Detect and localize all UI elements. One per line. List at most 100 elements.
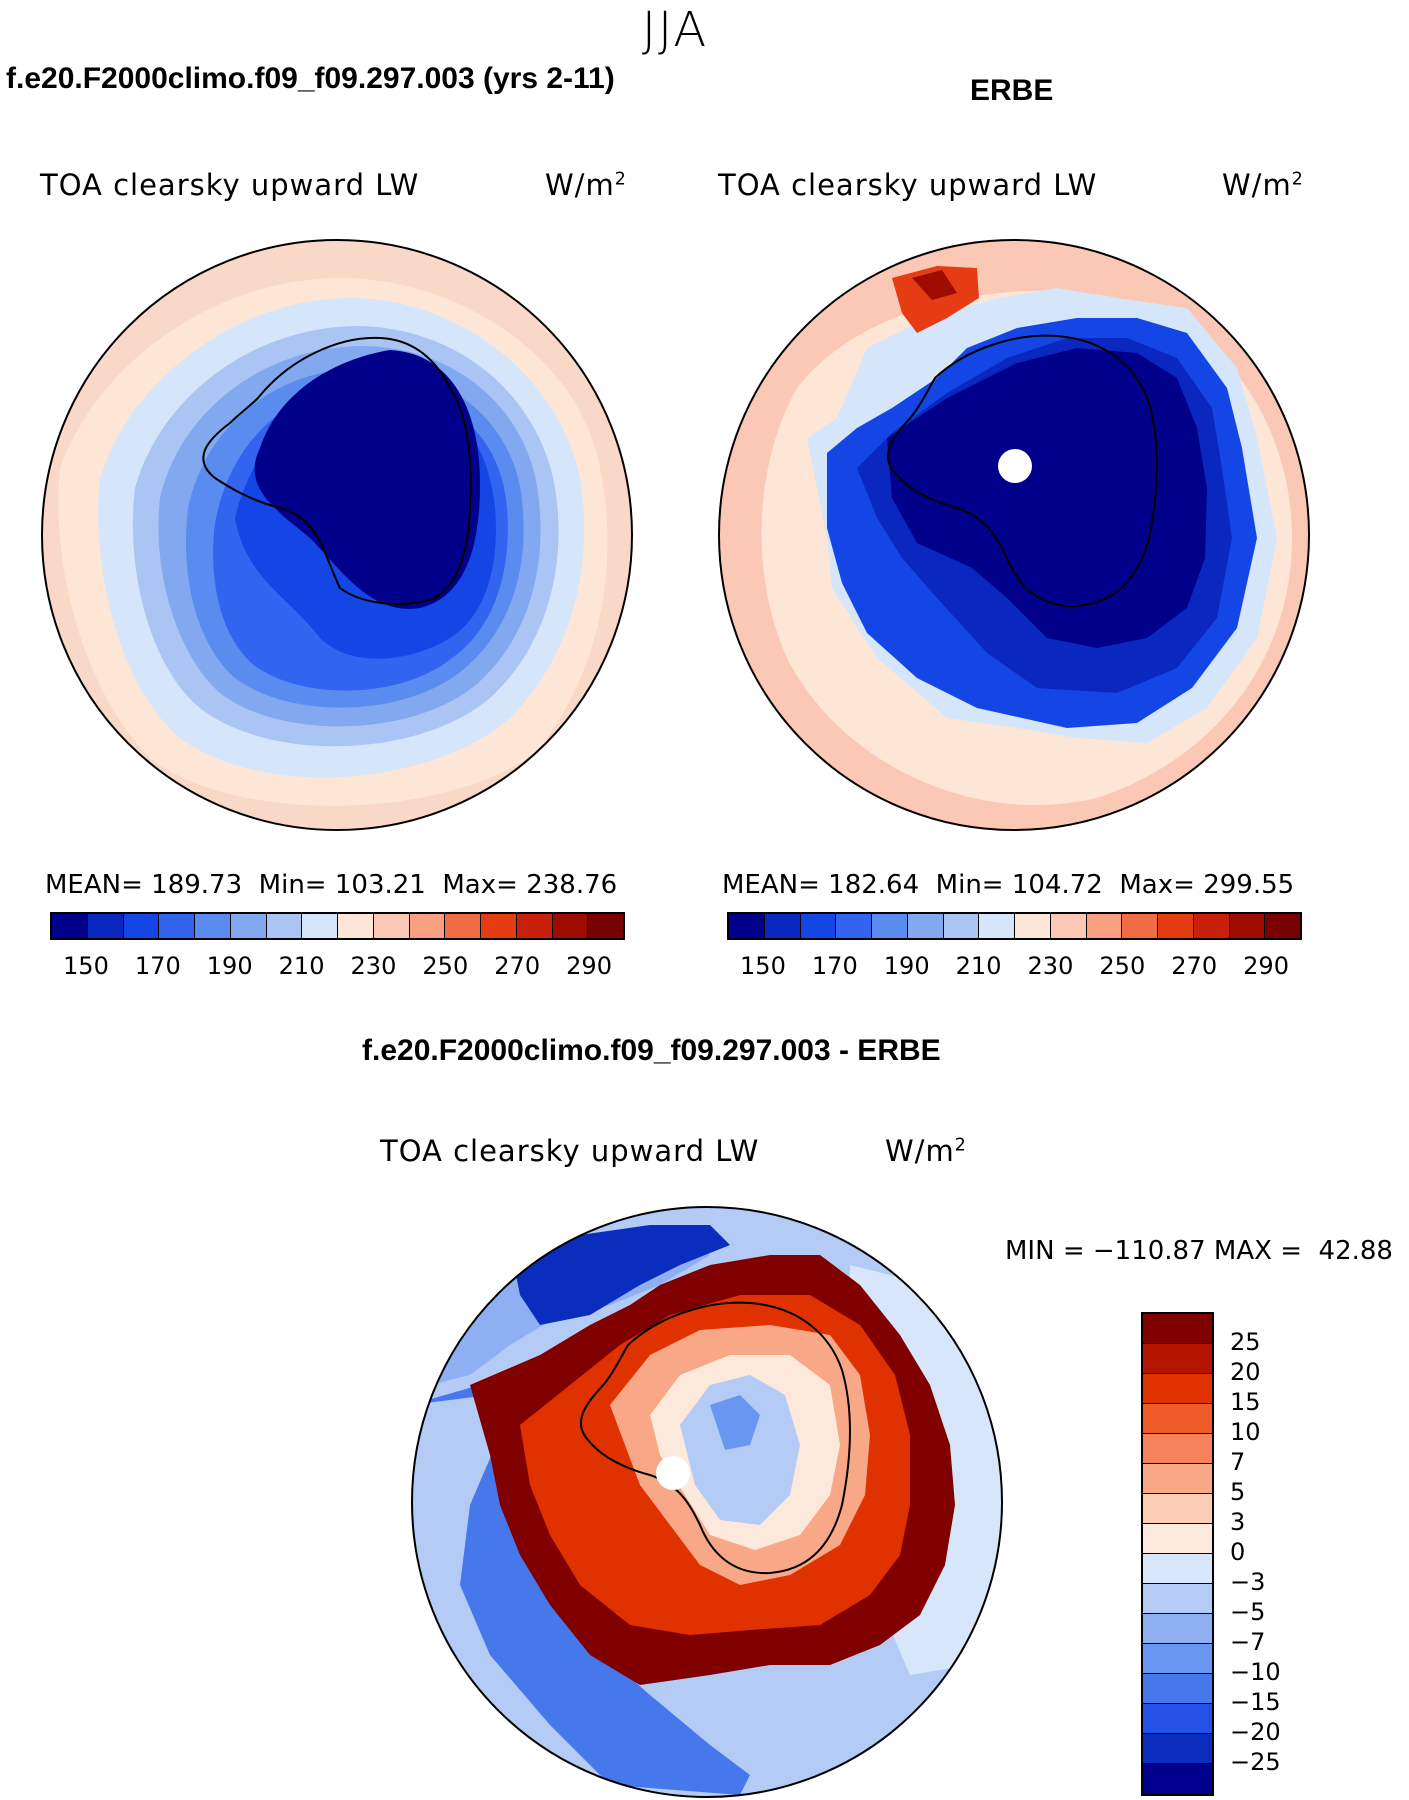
diff-colorbar-swatch bbox=[1143, 1344, 1212, 1374]
obs-mean-value: 182.64 bbox=[828, 870, 920, 900]
obs-polar-map bbox=[718, 239, 1310, 831]
model-colorbar-swatch bbox=[266, 914, 303, 938]
diff-colorbar-swatch bbox=[1143, 1314, 1212, 1344]
obs-colorbar-swatch bbox=[1265, 914, 1300, 938]
diff-polar-map bbox=[411, 1206, 1003, 1798]
diff-band-neg-interior-core bbox=[710, 1395, 760, 1450]
model-colorbar-tick-label: 290 bbox=[566, 952, 612, 980]
diff-colorbar-tick-label: −20 bbox=[1230, 1718, 1281, 1746]
model-colorbar-swatch bbox=[159, 914, 195, 938]
obs-colorbar-swatch bbox=[836, 914, 872, 938]
model-colorbar-swatch bbox=[123, 914, 160, 938]
diff-colorbar-tick-label: 3 bbox=[1230, 1508, 1246, 1536]
diff-colorbar-tick-label: −25 bbox=[1230, 1748, 1281, 1776]
diff-colorbar-swatch bbox=[1143, 1614, 1212, 1644]
model-colorbar bbox=[50, 912, 625, 940]
diff-band-neg-interior bbox=[680, 1375, 800, 1525]
diff-colorbar-tick-label: 7 bbox=[1230, 1448, 1246, 1476]
diff-colorbar-tick-label: 20 bbox=[1230, 1358, 1261, 1386]
obs-units-label: W/m2 bbox=[1222, 168, 1304, 202]
obs-colorbar-tick-label: 190 bbox=[883, 952, 930, 980]
obs-colorbar-swatch bbox=[979, 914, 1015, 938]
model-units-label: W/m2 bbox=[545, 168, 627, 202]
model-colorbar-swatch bbox=[302, 914, 338, 938]
obs-colorbar-swatch bbox=[1193, 914, 1230, 938]
obs-colorbar-tick-label: 150 bbox=[740, 952, 786, 980]
model-colorbar-swatch bbox=[552, 914, 589, 938]
diff-variable-label: TOA clearsky upward LW bbox=[380, 1134, 760, 1168]
model-variable-label: TOA clearsky upward LW bbox=[40, 168, 420, 202]
diff-colorbar-swatch bbox=[1143, 1584, 1212, 1614]
model-coastline bbox=[202, 336, 472, 606]
model-polar-map bbox=[41, 239, 633, 831]
diff-min-value: −110.87 bbox=[1092, 1236, 1206, 1266]
diff-colorbar-tick-label: 10 bbox=[1230, 1418, 1261, 1446]
model-colorbar-tick-label: 170 bbox=[134, 952, 181, 980]
obs-variable-label: TOA clearsky upward LW bbox=[718, 168, 1098, 202]
model-colorbar-tick-label: 190 bbox=[206, 952, 253, 980]
diff-colorbar-swatch bbox=[1143, 1524, 1212, 1554]
diff-colorbar-tick-label: 25 bbox=[1230, 1328, 1261, 1356]
diff-colorbar-tick-label: −7 bbox=[1230, 1628, 1266, 1656]
model-colorbar-swatch bbox=[409, 914, 446, 938]
diff-colorbar-tick-label: −3 bbox=[1230, 1568, 1266, 1596]
obs-colorbar-tick-label: 290 bbox=[1243, 952, 1289, 980]
diff-map-border bbox=[411, 1206, 1003, 1798]
diff-colorbar-ticks: 25 20 15 10 7 5 3 0 −3 −5 −7 −10 −15 −20 −25 bbox=[1230, 1312, 1310, 1792]
diff-colorbar-swatch bbox=[1143, 1674, 1212, 1704]
model-min-value: 103.21 bbox=[334, 870, 426, 900]
model-colorbar-swatch bbox=[445, 914, 481, 938]
season-title: JJA bbox=[641, 2, 709, 58]
diff-colorbar-tick-label: 15 bbox=[1230, 1388, 1261, 1416]
model-colorbar-tick-label: 210 bbox=[278, 952, 325, 980]
obs-colorbar-tick-label: 230 bbox=[1027, 952, 1074, 980]
diff-band-neg-strong bbox=[510, 1225, 730, 1325]
obs-colorbar-swatch bbox=[1086, 914, 1123, 938]
obs-case-title: ERBE bbox=[970, 74, 1054, 107]
obs-colorbar-swatch bbox=[800, 914, 837, 938]
diff-stats: MIN = −110.87 MAX = 42.88 bbox=[1005, 1236, 1393, 1266]
obs-colorbar-swatch bbox=[943, 914, 980, 938]
obs-map-border bbox=[718, 239, 1310, 831]
model-colorbar-tick-label: 230 bbox=[350, 952, 397, 980]
diff-colorbar-swatch bbox=[1143, 1704, 1212, 1734]
obs-colorbar-swatch bbox=[872, 914, 908, 938]
diff-units-label: W/m2 bbox=[885, 1134, 967, 1168]
obs-colorbar-tick-label: 250 bbox=[1099, 952, 1146, 980]
obs-colorbar-swatch bbox=[907, 914, 944, 938]
diff-colorbar-tick-label: −15 bbox=[1230, 1688, 1281, 1716]
diff-colorbar-tick-label: 5 bbox=[1230, 1478, 1246, 1506]
model-colorbar-swatch bbox=[52, 914, 88, 938]
diff-colorbar-swatch bbox=[1143, 1374, 1212, 1404]
diff-colorbar-swatch bbox=[1143, 1734, 1212, 1764]
model-colorbar-swatch bbox=[588, 914, 623, 938]
diff-colorbar-swatch bbox=[1143, 1764, 1212, 1794]
obs-colorbar-ticks: 150 170 190 210 230 250 270 290 bbox=[727, 952, 1302, 982]
diff-colorbar-tick-label: −5 bbox=[1230, 1598, 1266, 1626]
obs-colorbar-swatch bbox=[1158, 914, 1194, 938]
obs-colorbar-swatch bbox=[764, 914, 801, 938]
model-colorbar-tick-label: 270 bbox=[494, 952, 541, 980]
diff-pole-hole bbox=[656, 1456, 690, 1490]
obs-colorbar-swatch bbox=[1122, 914, 1158, 938]
obs-colorbar-swatch bbox=[729, 914, 765, 938]
model-colorbar-tick-label: 150 bbox=[63, 952, 109, 980]
model-colorbar-swatch bbox=[195, 914, 231, 938]
diff-band-neg-ring bbox=[412, 1385, 750, 1795]
obs-warm-patch bbox=[892, 266, 979, 333]
obs-warm-core bbox=[912, 270, 957, 300]
obs-stats: MEAN= 182.64 Min= 104.72 Max= 299.55 bbox=[722, 870, 1295, 900]
model-map-border bbox=[41, 239, 633, 831]
diff-max-value: 42.88 bbox=[1318, 1236, 1393, 1266]
model-colorbar-tick-label: 250 bbox=[422, 952, 469, 980]
diff-colorbar-swatch bbox=[1143, 1554, 1212, 1584]
obs-colorbar-tick-label: 170 bbox=[811, 952, 858, 980]
model-case-title: f.e20.F2000climo.f09_f09.297.003 (yrs 2-… bbox=[6, 62, 615, 95]
model-max-value: 238.76 bbox=[526, 870, 618, 900]
obs-band-core bbox=[887, 348, 1207, 648]
model-colorbar-swatch bbox=[87, 914, 124, 938]
model-colorbar-swatch bbox=[373, 914, 410, 938]
diff-colorbar-swatch bbox=[1143, 1494, 1212, 1524]
diff-colorbar bbox=[1141, 1312, 1214, 1796]
obs-max-value: 299.55 bbox=[1203, 870, 1295, 900]
